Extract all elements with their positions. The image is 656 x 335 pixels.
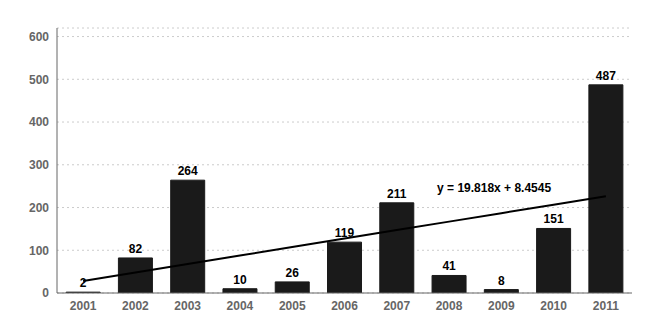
svg-text:264: 264 — [178, 164, 198, 178]
svg-text:2006: 2006 — [331, 299, 358, 313]
svg-text:200: 200 — [29, 201, 49, 215]
svg-text:2003: 2003 — [174, 299, 201, 313]
svg-text:2008: 2008 — [436, 299, 463, 313]
svg-text:119: 119 — [335, 226, 355, 240]
svg-text:2007: 2007 — [383, 299, 410, 313]
svg-text:2011: 2011 — [593, 299, 619, 313]
svg-text:300: 300 — [29, 158, 49, 172]
svg-text:10: 10 — [233, 273, 247, 287]
svg-text:500: 500 — [29, 73, 49, 87]
svg-text:487: 487 — [596, 69, 616, 83]
svg-text:26: 26 — [286, 266, 300, 280]
svg-text:151: 151 — [544, 212, 564, 226]
svg-text:41: 41 — [442, 259, 456, 273]
svg-text:2005: 2005 — [279, 299, 306, 313]
svg-text:2010: 2010 — [540, 299, 567, 313]
svg-text:600: 600 — [29, 30, 49, 44]
svg-text:2: 2 — [80, 276, 87, 290]
svg-text:2009: 2009 — [488, 299, 515, 313]
svg-text:y = 19.818x + 8.4545: y = 19.818x + 8.4545 — [437, 181, 551, 195]
svg-text:82: 82 — [129, 242, 143, 256]
svg-text:211: 211 — [387, 187, 407, 201]
svg-text:8: 8 — [498, 274, 505, 288]
svg-text:400: 400 — [29, 115, 49, 129]
svg-text:0: 0 — [42, 286, 49, 300]
svg-text:100: 100 — [29, 244, 49, 258]
svg-text:2004: 2004 — [227, 299, 254, 313]
svg-text:2001: 2001 — [70, 299, 97, 313]
svg-text:2002: 2002 — [122, 299, 149, 313]
